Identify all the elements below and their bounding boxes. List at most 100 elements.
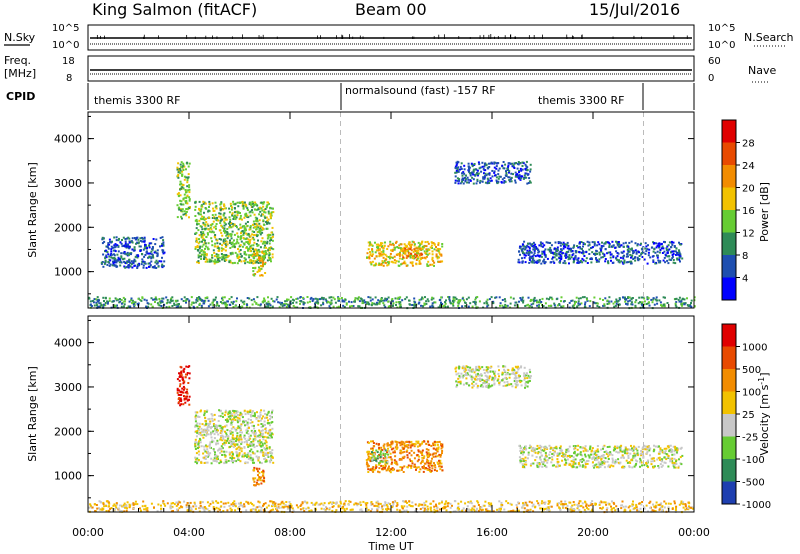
range-gate-cell (432, 464, 435, 467)
range-gate-cell (390, 463, 393, 466)
range-gate-cell (314, 301, 317, 304)
range-gate-cell (425, 467, 428, 470)
range-gate-cell (525, 167, 528, 170)
range-gate-cell (211, 439, 214, 442)
range-gate-cell (204, 227, 207, 230)
range-gate-cell (214, 234, 217, 236)
range-gate-cell (123, 244, 126, 247)
range-gate-cell (430, 469, 433, 472)
range-gate-cell (600, 256, 603, 259)
range-gate-cell (413, 443, 416, 445)
range-gate-cell (287, 298, 290, 301)
range-gate-cell (181, 165, 184, 168)
range-gate-cell (186, 207, 189, 210)
range-gate-cell (403, 450, 406, 453)
range-gate-cell (231, 414, 234, 417)
range-gate-cell (202, 243, 205, 246)
range-gate-cell (258, 256, 261, 259)
range-gate-cell (391, 442, 394, 445)
range-gate-cell (200, 204, 203, 207)
range-gate-cell (393, 450, 396, 453)
range-gate-cell (245, 423, 248, 426)
range-gate-cell (521, 243, 524, 246)
range-gate-cell (261, 250, 264, 253)
range-gate-cell (538, 300, 541, 303)
range-gate-cell (269, 216, 272, 219)
range-gate-cell (638, 258, 641, 261)
range-gate-cell (258, 436, 261, 439)
range-gate-cell (266, 259, 269, 262)
range-gate-cell (424, 241, 427, 244)
range-gate-cell (131, 241, 134, 244)
range-gate-cell (180, 390, 183, 393)
range-gate-cell (416, 257, 419, 260)
range-gate-cell (213, 424, 215, 427)
range-gate-cell (271, 256, 274, 259)
range-gate-cell (272, 248, 275, 251)
range-gate-cell (426, 264, 429, 267)
range-gate-cell (233, 411, 236, 414)
range-gate-cell (179, 394, 182, 396)
range-gate-cell (188, 191, 191, 194)
range-gate-cell (559, 260, 562, 263)
range-gate-cell (386, 449, 389, 452)
range-gate-cell (238, 452, 241, 455)
range-gate-cell (518, 171, 520, 174)
range-gate-cell (219, 461, 222, 463)
range-gate-cell (186, 392, 189, 395)
range-gate-cell (110, 252, 113, 255)
range-gate-cell (178, 379, 181, 382)
range-gate-cell (426, 253, 429, 256)
range-gate-cell (523, 377, 526, 380)
range-gate-cell (252, 298, 255, 301)
range-gate-cell (206, 260, 209, 263)
range-gate-cell (440, 447, 443, 450)
range-gate-cell (180, 166, 183, 168)
range-gate-cell (532, 298, 535, 301)
range-gate-cell (508, 180, 511, 183)
range-gate-cell (199, 225, 202, 228)
range-gate-cell (417, 256, 420, 259)
range-gate-cell (602, 304, 605, 307)
range-gate-cell (261, 242, 264, 245)
range-gate-cell (262, 415, 265, 418)
range-gate-cell (247, 232, 250, 235)
range-gate-cell (254, 273, 257, 275)
range-gate-cell (113, 246, 116, 249)
range-gate-cell (515, 372, 518, 374)
range-gate-cell (195, 231, 198, 234)
range-gate-cell (194, 442, 197, 445)
range-gate-cell (672, 261, 675, 264)
range-gate-cell (619, 244, 622, 247)
range-gate-cell (457, 166, 460, 169)
range-gate-cell (253, 208, 256, 211)
range-gate-cell (240, 438, 243, 441)
range-gate-cell (608, 244, 611, 247)
range-gate-cell (379, 453, 382, 456)
range-gate-cell (225, 256, 228, 259)
range-gate-cell (572, 260, 575, 263)
range-gate-cell (130, 260, 133, 263)
range-gate-cell (549, 246, 552, 249)
range-gate-cell (413, 244, 416, 247)
range-gate-cell (227, 254, 230, 257)
range-gate-cell (507, 164, 510, 167)
range-gate-cell (380, 246, 383, 249)
range-gate-cell (433, 440, 436, 443)
range-gate-cell (430, 241, 433, 244)
range-gate-cell (248, 240, 251, 243)
range-gate-cell (345, 302, 348, 305)
range-gate-cell (218, 248, 221, 251)
range-gate-cell (600, 249, 602, 252)
range-gate-cell (563, 260, 566, 262)
range-gate-cell (253, 250, 255, 253)
range-gate-cell (179, 397, 182, 400)
range-gate-cell (233, 443, 235, 446)
range-gate-cell (267, 304, 270, 307)
range-gate-cell (540, 245, 543, 248)
range-gate-cell (591, 246, 594, 249)
range-gate-cell (568, 254, 571, 257)
range-gate-cell (354, 299, 357, 302)
range-gate-cell (438, 465, 441, 468)
range-gate-cell (200, 255, 202, 258)
